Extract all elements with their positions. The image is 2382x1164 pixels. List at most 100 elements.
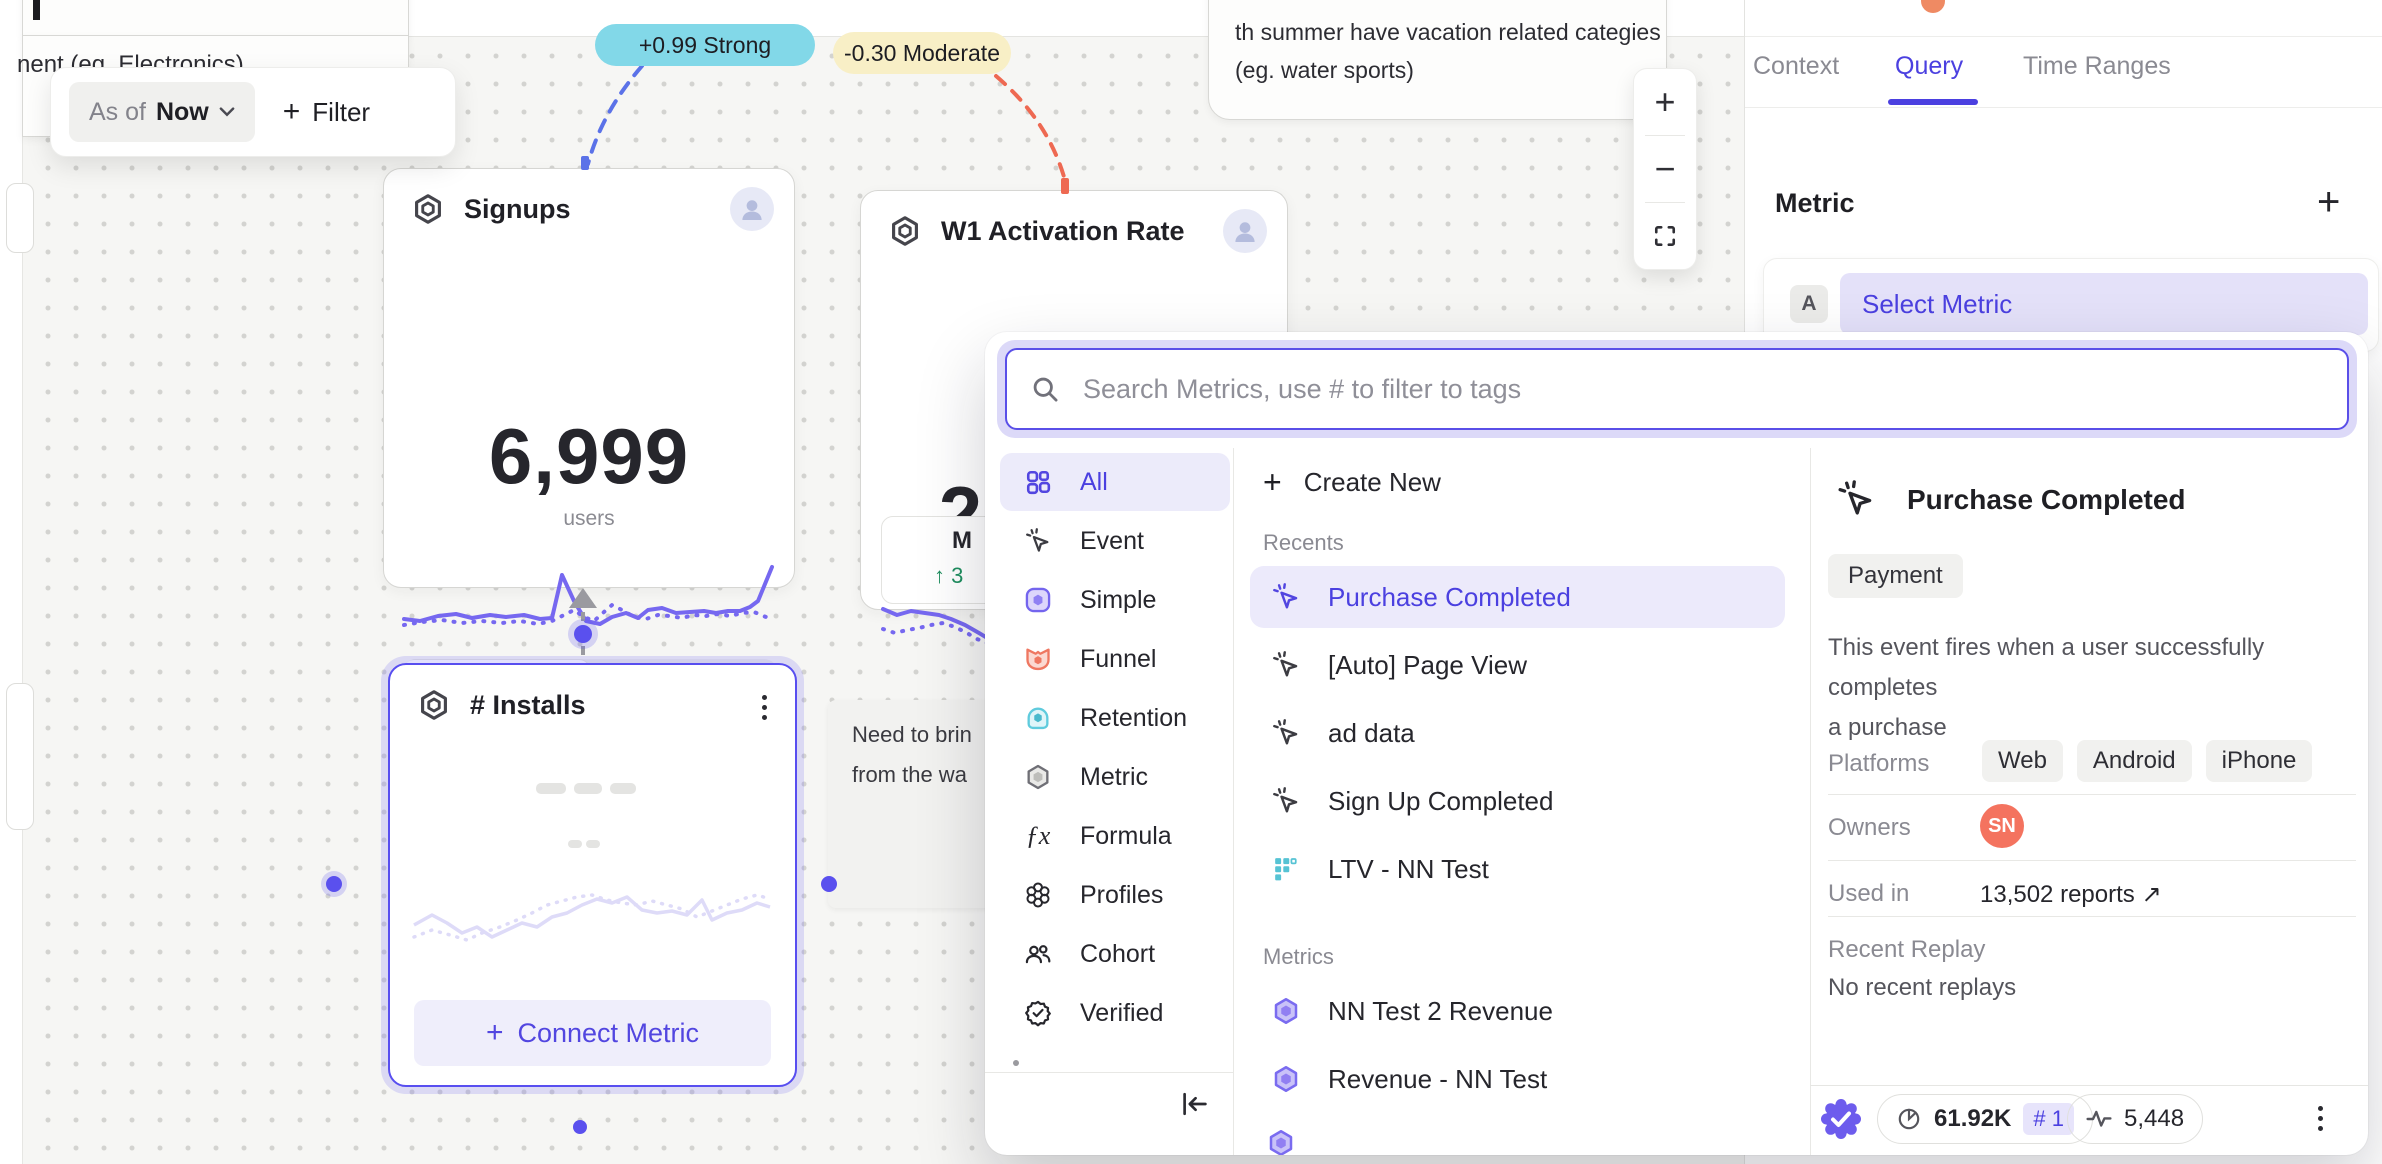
category-label: Event (1080, 526, 1144, 555)
column-divider (1233, 448, 1234, 1155)
connect-metric-button[interactable]: + Connect Metric (414, 1000, 771, 1066)
category-label: Funnel (1080, 644, 1157, 673)
as-of-dropdown[interactable]: As of Now (69, 82, 255, 142)
connect-metric-label: Connect Metric (517, 1017, 700, 1048)
active-tab-underline (1888, 99, 1978, 105)
collapse-icon (1183, 1092, 1207, 1116)
card-menu-kebab-icon[interactable] (762, 695, 767, 720)
category-label: Simple (1080, 585, 1157, 614)
badge-label: +0.99 Strong (638, 31, 772, 58)
category-funnel[interactable]: Funnel (1000, 630, 1230, 688)
metrics-heading: Metrics (1263, 944, 1334, 969)
owner-initials: SN (1988, 814, 2016, 837)
category-all[interactable]: All (1000, 453, 1230, 511)
category-verified[interactable]: Verified (1000, 984, 1230, 1042)
create-new-label: Create New (1303, 466, 1441, 497)
minus-icon: − (1654, 148, 1676, 189)
search-icon (1033, 377, 1058, 402)
ghost-trend-chart (412, 893, 772, 942)
correlation-badge-strong[interactable]: +0.99 Strong (595, 24, 815, 66)
select-metric-label: Select Metric (1862, 288, 2013, 319)
plus-icon: + (1263, 464, 1282, 500)
used-in-reports-link[interactable]: 13,502 reports ↗ (1980, 881, 2162, 908)
metric-unit: users (563, 507, 615, 530)
text-cursor-mark (33, 0, 40, 20)
card-title: W1 Activation Rate (941, 215, 1185, 246)
result-nn-test-2-revenue[interactable]: NN Test 2 Revenue (1250, 980, 1785, 1042)
category-label: Retention (1080, 703, 1188, 732)
tab-time-ranges[interactable]: Time Ranges (2023, 52, 2171, 80)
zoom-out-button[interactable]: − (1634, 136, 1696, 202)
owners-label: Owners (1828, 814, 1911, 841)
as-of-label: As of (89, 97, 146, 126)
card-signups[interactable]: Signups 6,999 users MoM ↑ 3% YoY ↑ 27 . … (383, 168, 795, 741)
category-metric[interactable]: Metric (1000, 748, 1230, 806)
category-formula[interactable]: ƒx Formula (1000, 807, 1230, 865)
result-purchase-completed[interactable]: Purchase Completed (1250, 566, 1785, 628)
avatar[interactable] (1223, 209, 1267, 253)
result-label: NN Test 2 Revenue (1328, 995, 1553, 1026)
result-ad-data[interactable]: ad data (1250, 702, 1785, 764)
verified-seal-badge[interactable] (1818, 1096, 1864, 1142)
category-retention[interactable]: Retention (1000, 689, 1230, 747)
collapse-sidebar-button[interactable] (1171, 1080, 1219, 1128)
result-ltv-nn-test[interactable]: LTV - NN Test (1250, 838, 1785, 900)
avatar[interactable] (730, 187, 774, 231)
tab-query[interactable]: Query (1895, 52, 1964, 80)
event-count: 5,448 (2124, 1105, 2185, 1132)
sticky-note-partial-top[interactable] (22, 0, 409, 37)
offscreen-card-hint (6, 183, 34, 253)
sticky-note-summer[interactable]: th summer have vacation related categies… (1208, 0, 1667, 120)
grid-icon (1018, 469, 1058, 495)
category-profiles[interactable]: Profiles (1000, 866, 1230, 924)
category-label: All (1080, 467, 1108, 496)
note-line-1: Need to brin (852, 722, 972, 747)
metric-hexagon-icon (887, 213, 923, 249)
platform-pills: Web Android iPhone (1982, 740, 2313, 782)
offscreen-card-hint (6, 683, 34, 830)
verified-badge-icon (1018, 999, 1058, 1027)
category-event[interactable]: Event (1000, 512, 1230, 570)
result-revenue-nn-test[interactable]: Revenue - NN Test (1250, 1048, 1785, 1110)
owner-avatar[interactable]: SN (1980, 804, 2024, 848)
skeleton-dash (574, 783, 602, 794)
select-metric-button[interactable]: Select Metric (1840, 273, 2368, 335)
note-line-1: th summer have vacation related categies (1235, 19, 1661, 45)
zoom-in-button[interactable]: + (1634, 69, 1696, 135)
card-installs[interactable]: # Installs + Connect Metric (388, 663, 797, 1087)
simple-metric-icon (1018, 586, 1058, 614)
add-filter-button[interactable]: + Filter (283, 97, 370, 128)
event-spark-icon (1837, 480, 1875, 518)
tab-context[interactable]: Context (1753, 52, 1840, 80)
category-cohort[interactable]: Cohort (1000, 925, 1230, 983)
category-label: Profiles (1080, 880, 1164, 909)
fit-view-button[interactable] (1634, 203, 1696, 269)
add-metric-button[interactable]: + (2317, 180, 2340, 225)
correlation-badge-moderate[interactable]: -0.30 Moderate (833, 32, 1011, 74)
query-count-pill[interactable]: 61.92K # 1 (1877, 1094, 2093, 1144)
event-count-pill[interactable]: 5,448 (2067, 1094, 2204, 1144)
recent-replay-label: Recent Replay (1828, 936, 1986, 963)
result-label: [Auto] Page View (1328, 649, 1527, 680)
zoom-controls: + − (1633, 68, 1697, 270)
chevron-down-icon (219, 107, 235, 117)
skeleton-dash (586, 840, 600, 848)
create-new-button[interactable]: + Create New (1263, 466, 1441, 498)
tag-label: Payment (1848, 562, 1943, 589)
category-simple[interactable]: Simple (1000, 571, 1230, 629)
signups-trend-chart (402, 565, 774, 627)
plus-icon: + (1654, 81, 1676, 122)
detail-title: Purchase Completed (1907, 484, 2186, 515)
skeleton-dash (568, 840, 582, 848)
detail-tag-payment[interactable]: Payment (1828, 554, 1963, 598)
metric-value: 6,999 (488, 412, 690, 500)
verified-seal-icon (1821, 1099, 1861, 1139)
detail-menu-kebab-icon[interactable] (2318, 1106, 2323, 1131)
platform-android: Android (2076, 740, 2192, 782)
result-auto-page-view[interactable]: [Auto] Page View (1250, 634, 1785, 696)
search-field[interactable] (1005, 348, 2349, 430)
scroll-hint-dot (1013, 1060, 1019, 1066)
result-sign-up-completed[interactable]: Sign Up Completed (1250, 770, 1785, 832)
filter-label: Filter (312, 96, 371, 127)
search-input[interactable] (1081, 372, 2323, 406)
